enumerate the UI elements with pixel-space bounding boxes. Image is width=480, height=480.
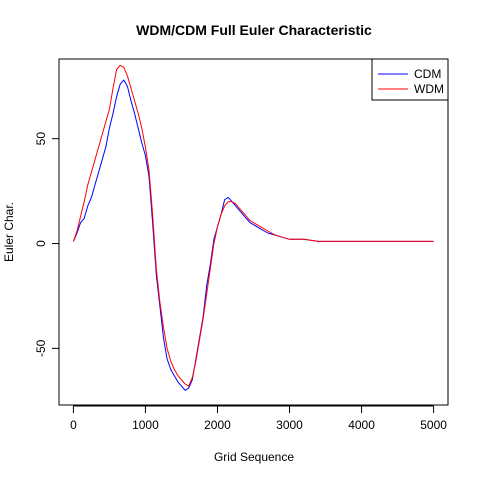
x-tick-label: 4000	[348, 418, 375, 432]
x-tick-label: 5000	[420, 418, 447, 432]
chart-title: WDM/CDM Full Euler Characteristic	[136, 22, 372, 38]
x-axis: 0 1000 2000 3000 4000 5000	[70, 405, 447, 432]
x-tick-label: 0	[70, 418, 77, 432]
series-line-wdm	[72, 64, 434, 387]
y-axis-label: Euler Char.	[2, 202, 16, 262]
x-tick-label: 3000	[276, 418, 303, 432]
x-tick-label: 2000	[204, 418, 231, 432]
y-tick-label: -50	[34, 339, 48, 357]
y-axis: -50 0 50	[34, 132, 60, 357]
legend-box	[371, 58, 449, 101]
x-tick-label: 1000	[132, 418, 159, 432]
y-tick-label: 0	[34, 240, 48, 247]
y-tick-label: 50	[34, 132, 48, 146]
x-axis-label: Grid Sequence	[214, 450, 294, 464]
plot-area	[72, 64, 434, 391]
legend-label-wdm: WDM	[414, 82, 444, 96]
series-line-cdm	[72, 79, 434, 391]
legend-label-cdm: CDM	[414, 67, 441, 81]
